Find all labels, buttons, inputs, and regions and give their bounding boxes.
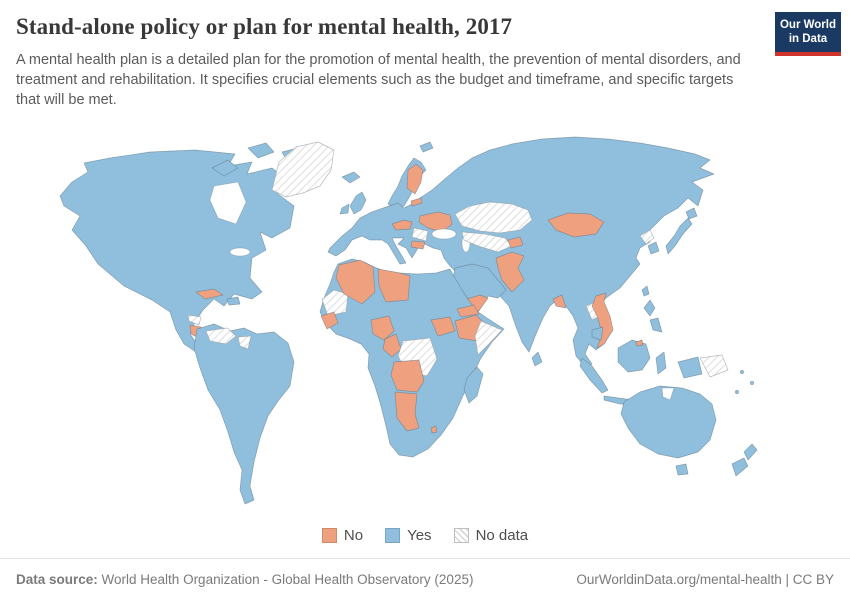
owid-logo-line1: Our World xyxy=(779,19,836,31)
country-shape-pakistan[interactable] xyxy=(495,251,525,293)
country-shape[interactable] xyxy=(59,149,295,361)
country-shape-japan[interactable] xyxy=(665,217,693,255)
legend-label-nodata: No data xyxy=(475,527,529,544)
region-europe[interactable] xyxy=(339,141,434,215)
country-shape-namibia[interactable] xyxy=(394,391,420,432)
region-maritime-sea[interactable] xyxy=(579,299,729,407)
country-shape-pacific-island[interactable] xyxy=(740,370,744,374)
chart-footer: Data source: World Health Organization -… xyxy=(0,558,850,600)
country-shape-kazakhstan[interactable] xyxy=(454,201,533,234)
country-shape[interactable] xyxy=(211,159,239,177)
country-shape-bulgaria[interactable] xyxy=(410,240,426,250)
country-shape-honduras[interactable] xyxy=(187,314,202,326)
owid-citation-link[interactable]: OurWorldinData.org/mental-health | CC BY xyxy=(576,572,834,587)
country-shape-tasmania[interactable] xyxy=(675,463,689,476)
country-shape-austria-hungary[interactable] xyxy=(391,219,413,231)
country-shape-tajikistan[interactable] xyxy=(507,236,524,249)
legend-label-yes: Yes xyxy=(407,527,432,544)
country-shape-north-korea[interactable] xyxy=(639,229,655,245)
country-shape-bangladesh[interactable] xyxy=(552,294,567,309)
chart-header: Stand-alone policy or plan for mental he… xyxy=(16,14,760,110)
gulf-of-carpentaria xyxy=(661,387,675,401)
country-shape-finland[interactable] xyxy=(406,163,424,195)
country-shape-papua-new-guinea[interactable] xyxy=(699,354,729,378)
country-shape-estonia[interactable] xyxy=(410,197,423,207)
country-shape-romania[interactable] xyxy=(411,227,429,242)
region-oceania[interactable] xyxy=(620,370,758,477)
country-shape-sulawesi[interactable] xyxy=(655,351,667,375)
chart-subtitle: A mental health plan is a detailed plan … xyxy=(16,52,741,108)
country-shape-greenland[interactable] xyxy=(271,141,335,198)
data-source-label: Data source: xyxy=(16,572,98,587)
country-shape-eritrea-djibouti[interactable] xyxy=(456,304,480,318)
map-legend: No Yes No data xyxy=(0,527,850,544)
country-shape-borneo[interactable] xyxy=(617,339,651,373)
country-shape-ukraine[interactable] xyxy=(418,211,453,233)
country-shape-cambodia[interactable] xyxy=(591,326,604,341)
country-shape-pacific-island[interactable] xyxy=(750,381,754,385)
country-shape-venezuela[interactable] xyxy=(205,327,237,345)
country-shape[interactable] xyxy=(327,136,715,369)
country-shape-madagascar[interactable] xyxy=(463,366,484,404)
country-shape-vietnam[interactable] xyxy=(591,292,614,349)
country-shape-west-papua[interactable] xyxy=(677,356,703,379)
country-shape-mauritania-wsahara[interactable] xyxy=(321,289,349,317)
owid-logo-line2: in Data xyxy=(788,33,828,46)
legend-swatch-no xyxy=(321,528,337,543)
country-shape-hokkaido[interactable] xyxy=(685,207,698,220)
country-shape-svalbard[interactable] xyxy=(419,141,434,153)
country-shape-new-zealand-north[interactable] xyxy=(743,443,758,461)
legend-item-no[interactable]: No xyxy=(321,527,364,544)
country-shape-australia[interactable] xyxy=(620,385,717,459)
country-shape-somalia[interactable] xyxy=(474,320,503,356)
world-map[interactable] xyxy=(0,122,850,520)
country-shape-mongolia[interactable] xyxy=(547,212,605,238)
hudson-bay xyxy=(209,181,247,225)
great-lakes xyxy=(229,247,251,257)
country-shape-philippines-north[interactable] xyxy=(643,299,656,317)
black-sea xyxy=(431,228,457,240)
country-shape-iceland[interactable] xyxy=(341,171,361,184)
country-shape-libya[interactable] xyxy=(377,268,411,303)
region-africa[interactable] xyxy=(319,258,505,458)
country-shape-algeria[interactable] xyxy=(335,259,376,305)
data-source-text: World Health Organization - Global Healt… xyxy=(97,572,474,587)
country-shape-sri-lanka[interactable] xyxy=(531,351,543,367)
country-shape[interactable] xyxy=(193,323,295,505)
region-south-america[interactable] xyxy=(193,323,295,505)
country-shape-eswatini[interactable] xyxy=(430,425,438,434)
country-shape-cuba[interactable] xyxy=(195,288,224,300)
owid-logo[interactable]: Our World in Data xyxy=(775,12,841,56)
legend-swatch-yes xyxy=(385,528,401,543)
country-shape-taiwan[interactable] xyxy=(641,285,650,297)
country-shape-hispaniola[interactable] xyxy=(226,296,241,306)
country-shape-philippines-south[interactable] xyxy=(649,317,663,333)
legend-item-yes[interactable]: Yes xyxy=(385,527,432,544)
country-shape-south-sudan[interactable] xyxy=(430,316,456,337)
page-title: Stand-alone policy or plan for mental he… xyxy=(16,14,513,39)
country-shape-uzbekistan-turkmenistan[interactable] xyxy=(461,231,513,253)
country-shape-south-korea[interactable] xyxy=(647,241,660,255)
country-shape-cameroon-gabon[interactable] xyxy=(382,333,402,358)
country-shape-united-kingdom[interactable] xyxy=(349,191,367,215)
legend-item-nodata[interactable]: No data xyxy=(453,527,529,544)
country-shape-guinea[interactable] xyxy=(320,311,339,330)
region-north-america[interactable] xyxy=(59,141,361,361)
data-source: Data source: World Health Organization -… xyxy=(16,572,473,587)
region-eurasia[interactable] xyxy=(327,136,715,369)
country-shape-nigeria[interactable] xyxy=(370,315,395,341)
country-shape-ireland[interactable] xyxy=(339,203,350,215)
legend-swatch-nodata xyxy=(453,528,469,543)
country-shape-new-zealand-south[interactable] xyxy=(731,457,749,477)
country-shape[interactable] xyxy=(247,142,275,159)
country-shape-brunei[interactable] xyxy=(635,339,644,347)
country-shape-sumatra[interactable] xyxy=(579,357,609,394)
country-shape-guyana[interactable] xyxy=(237,335,252,350)
legend-label-no: No xyxy=(343,527,364,544)
world-map-svg[interactable] xyxy=(0,122,850,520)
country-shape-pacific-island[interactable] xyxy=(735,390,739,394)
country-shape-angola[interactable] xyxy=(390,359,425,393)
